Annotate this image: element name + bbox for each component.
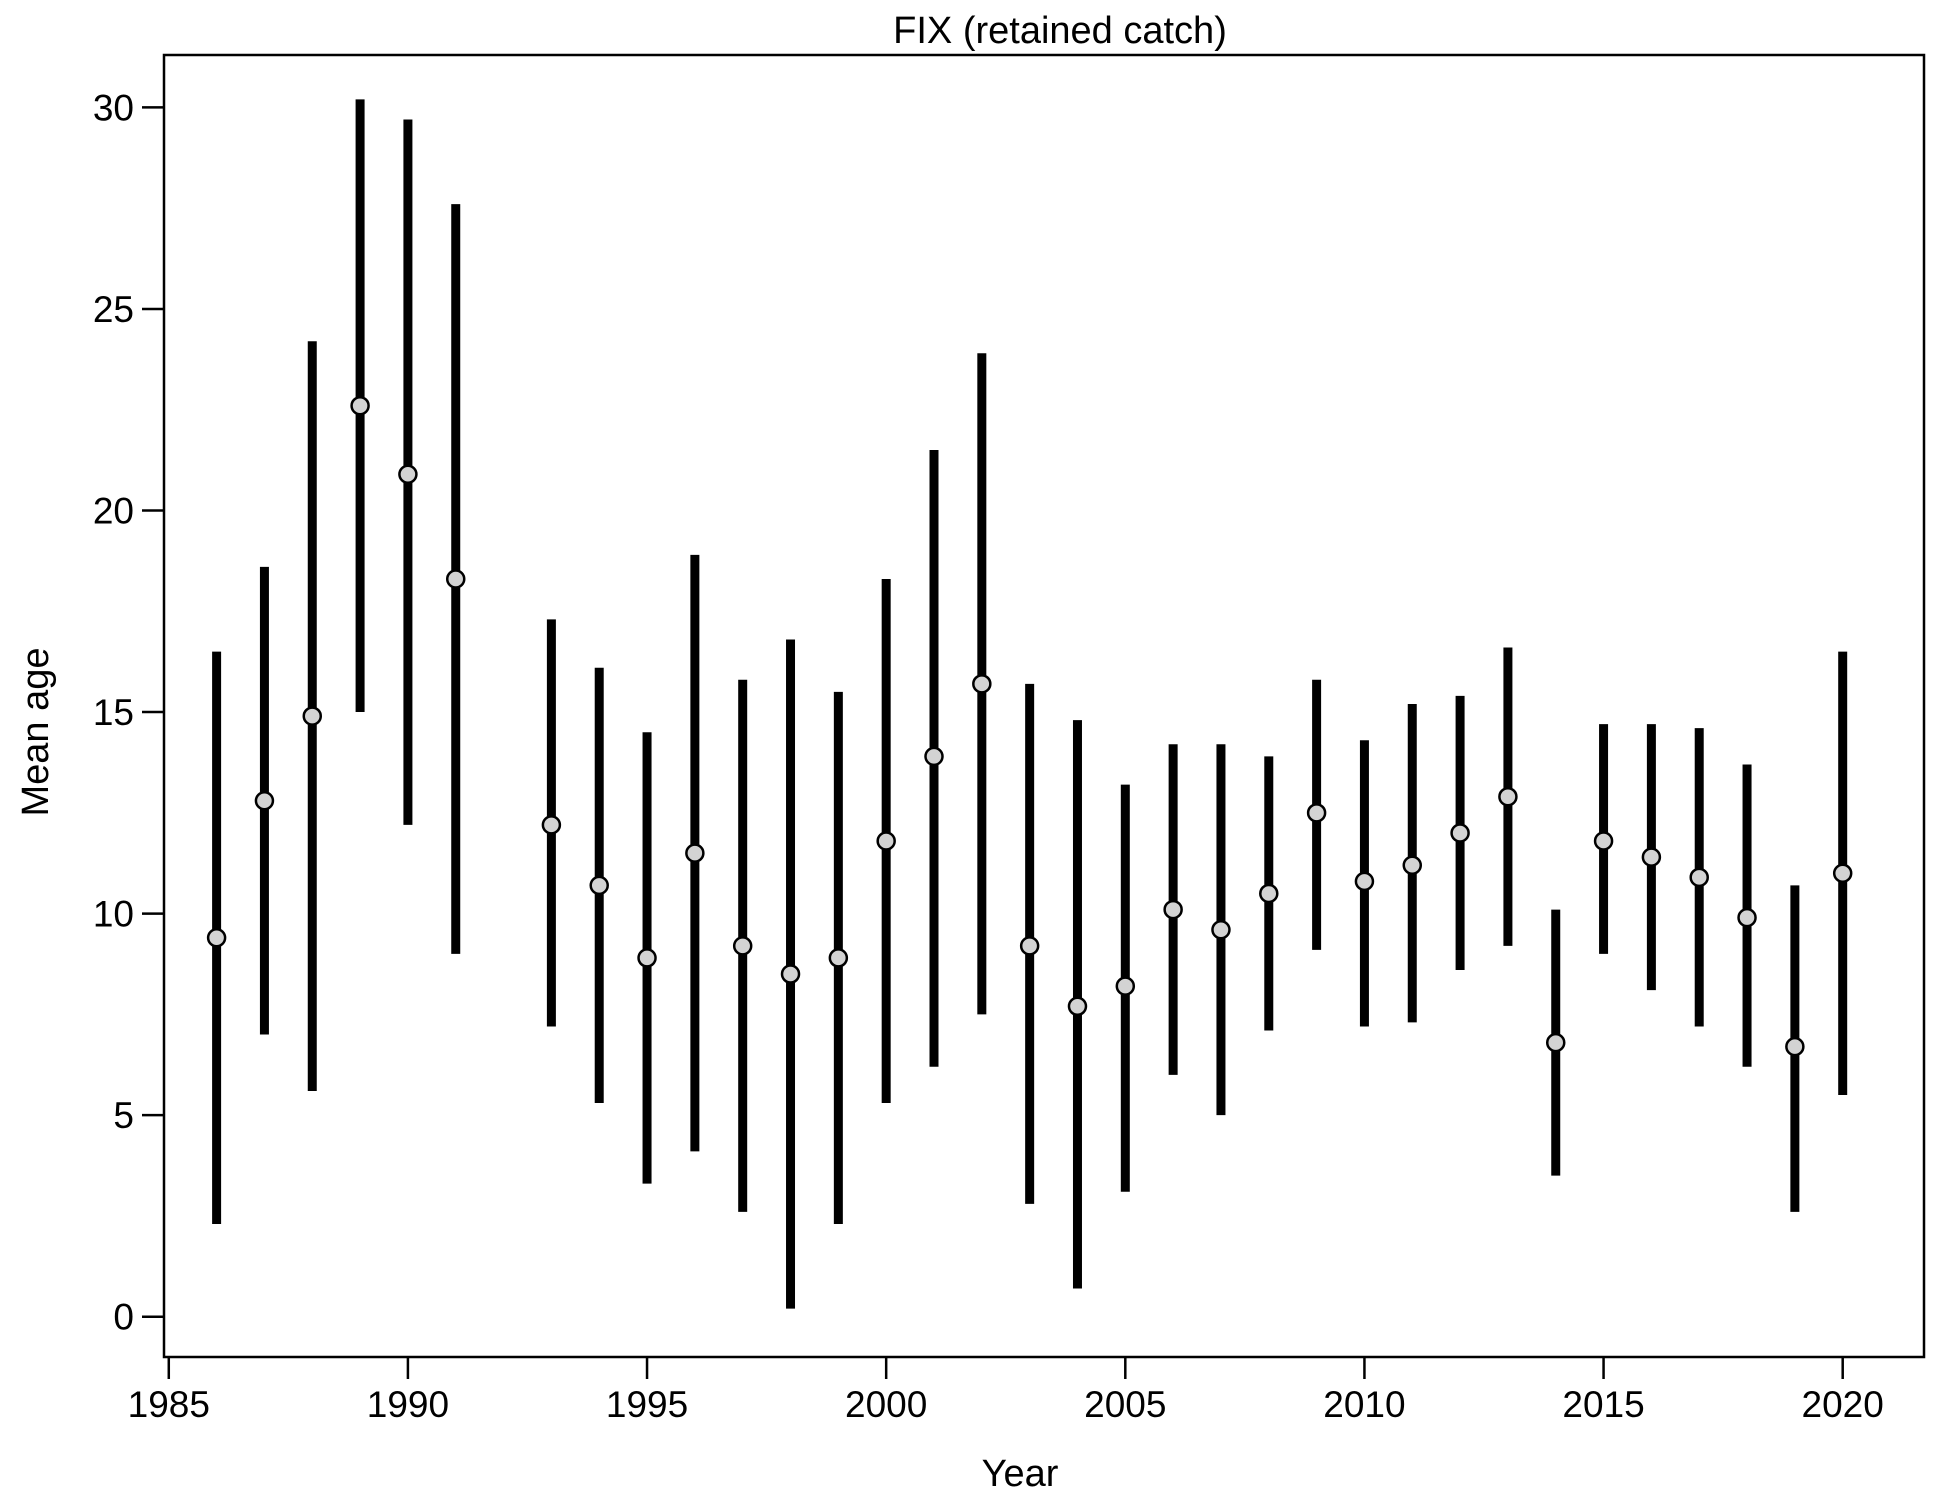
mean-age-point	[1259, 883, 1279, 904]
mean-age-point	[876, 831, 896, 851]
mean-age-point	[445, 569, 466, 589]
mean-age-point	[780, 964, 801, 984]
mean-age-point	[1689, 867, 1709, 888]
x-tick-label: 1990	[367, 1384, 449, 1425]
chart-title: FIX (retained catch)	[893, 10, 1227, 52]
y-tick-label: 25	[93, 289, 134, 330]
plot-area-frame	[162, 53, 1926, 1359]
mean-age-point	[1498, 786, 1518, 807]
mean-age-point	[1306, 803, 1327, 823]
mean-age-point	[1402, 855, 1423, 875]
mean-age-point	[1211, 919, 1231, 940]
mean-age-point	[1593, 831, 1614, 851]
mean-age-point	[1641, 847, 1662, 867]
mean-age-point	[1785, 1036, 1805, 1057]
y-axis-title: Mean age	[15, 647, 57, 816]
data-marks	[206, 99, 1853, 1309]
x-tick-label: 2005	[1084, 1384, 1166, 1425]
mean-age-point	[206, 928, 227, 948]
mean-age-point	[1545, 1032, 1566, 1053]
x-axis-title: Year	[982, 1453, 1059, 1495]
mean-age-point	[350, 395, 370, 416]
x-tick-label: 2010	[1323, 1384, 1405, 1425]
mean-age-point	[1737, 907, 1757, 928]
mean-age-point	[302, 706, 323, 726]
mean-age-point	[732, 936, 753, 956]
mean-age-point	[1450, 823, 1470, 843]
y-tick-label: 20	[93, 490, 134, 531]
y-tick-label: 30	[93, 87, 134, 128]
y-tick-label: 0	[113, 1297, 134, 1338]
x-tick-label: 2020	[1802, 1384, 1884, 1425]
mean-age-point	[398, 464, 418, 484]
x-tick-label: 1995	[606, 1384, 688, 1425]
mean-age-point	[828, 948, 849, 968]
y-tick-label: 10	[93, 894, 134, 935]
mean-age-point	[972, 674, 992, 694]
mean-age-point	[589, 875, 609, 896]
x-tick-label: 1985	[128, 1384, 210, 1425]
y-tick-label: 15	[93, 692, 134, 733]
y-tick-label: 5	[113, 1095, 134, 1136]
y-axis: 0 5 10 15 20 25 30	[93, 87, 164, 1338]
mean-age-point	[685, 843, 705, 863]
mean-age-point	[1115, 976, 1136, 996]
mean-age-point	[254, 790, 275, 811]
x-axis: 1985 1990 1995 2000 2005 2010 2015 2020	[128, 1357, 1884, 1425]
x-tick-label: 2015	[1562, 1384, 1644, 1425]
mean-age-point	[1067, 996, 1088, 1017]
mean-age-point	[637, 948, 657, 968]
mean-age-point	[541, 815, 562, 835]
mean-age-point	[1832, 863, 1853, 884]
mean-age-point	[1163, 899, 1183, 920]
mean-age-point	[924, 746, 944, 767]
x-tick-label: 2000	[845, 1384, 927, 1425]
mean-age-point	[1019, 936, 1040, 956]
mean-age-point	[1354, 871, 1375, 892]
